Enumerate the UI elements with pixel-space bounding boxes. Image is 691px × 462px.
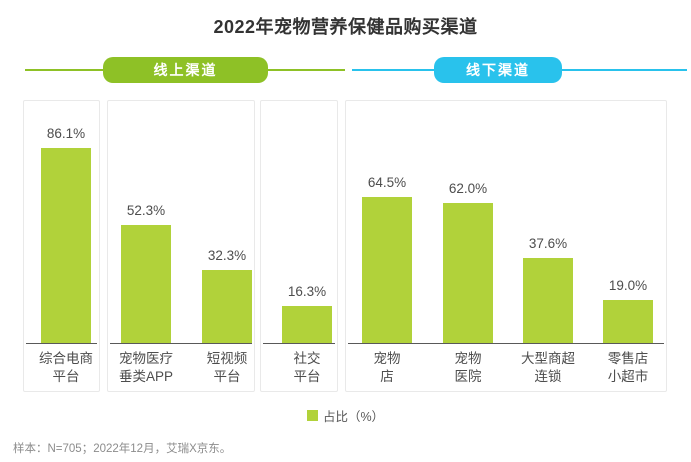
x-axis-line bbox=[348, 343, 664, 344]
bar-value-label: 86.1% bbox=[46, 126, 86, 141]
chart-title: 2022年宠物营养保健品购买渠道 bbox=[213, 17, 478, 37]
chart-legend: 占比（%） bbox=[0, 407, 691, 424]
bar-零售店小超市 bbox=[603, 300, 653, 343]
bar-宠物医院 bbox=[443, 203, 493, 343]
category-label: 宠物店 bbox=[373, 351, 401, 384]
legend-swatch bbox=[306, 409, 318, 421]
x-axis-line bbox=[26, 343, 97, 344]
category-label: 大型商超 连锁 bbox=[521, 351, 575, 384]
category-label: 社交 平台 bbox=[293, 351, 321, 384]
bar-短视频平台 bbox=[202, 270, 252, 343]
legend-label: 占比（%） bbox=[322, 409, 385, 424]
category-label: 短视频 平台 bbox=[206, 351, 248, 384]
bar-综合电商平台 bbox=[41, 148, 91, 343]
x-axis-line bbox=[110, 343, 252, 344]
bar-value-label: 62.0% bbox=[448, 181, 488, 196]
bar-社交平台 bbox=[282, 306, 332, 343]
bar-value-label: 32.3% bbox=[207, 248, 247, 263]
bar-value-label: 64.5% bbox=[367, 175, 407, 190]
category-label: 综合电商 平台 bbox=[39, 351, 93, 384]
x-axis-line bbox=[263, 343, 335, 344]
source-note: 样本：N=705；2022年12月，艾瑞X京东。 bbox=[13, 443, 232, 455]
category-label: 零售店 小超市 bbox=[607, 351, 649, 384]
category-label: 宠物 医院 bbox=[454, 351, 482, 384]
online-channel-badge: 线上渠道 bbox=[103, 57, 268, 83]
bar-chart-area: 86.1% 综合电商 平台 52.3% 宠物医疗 垂类APP 32.3% 短视频 平台 16.3%… bbox=[0, 100, 691, 394]
bar-value-label: 52.3% bbox=[126, 203, 166, 218]
category-label: 宠物医疗 垂类APP bbox=[118, 351, 173, 384]
bar-value-label: 16.3% bbox=[287, 284, 327, 299]
panel-online-social bbox=[260, 100, 338, 392]
bar-宠物店 bbox=[362, 197, 412, 343]
panel-offline-channels bbox=[345, 100, 667, 392]
offline-channel-badge: 线下渠道 bbox=[434, 57, 562, 83]
bar-大型商超连锁 bbox=[523, 258, 573, 343]
bar-value-label: 37.6% bbox=[528, 236, 568, 251]
bar-宠物医疗垂类APP bbox=[121, 225, 171, 343]
bar-value-label: 19.0% bbox=[608, 278, 648, 293]
